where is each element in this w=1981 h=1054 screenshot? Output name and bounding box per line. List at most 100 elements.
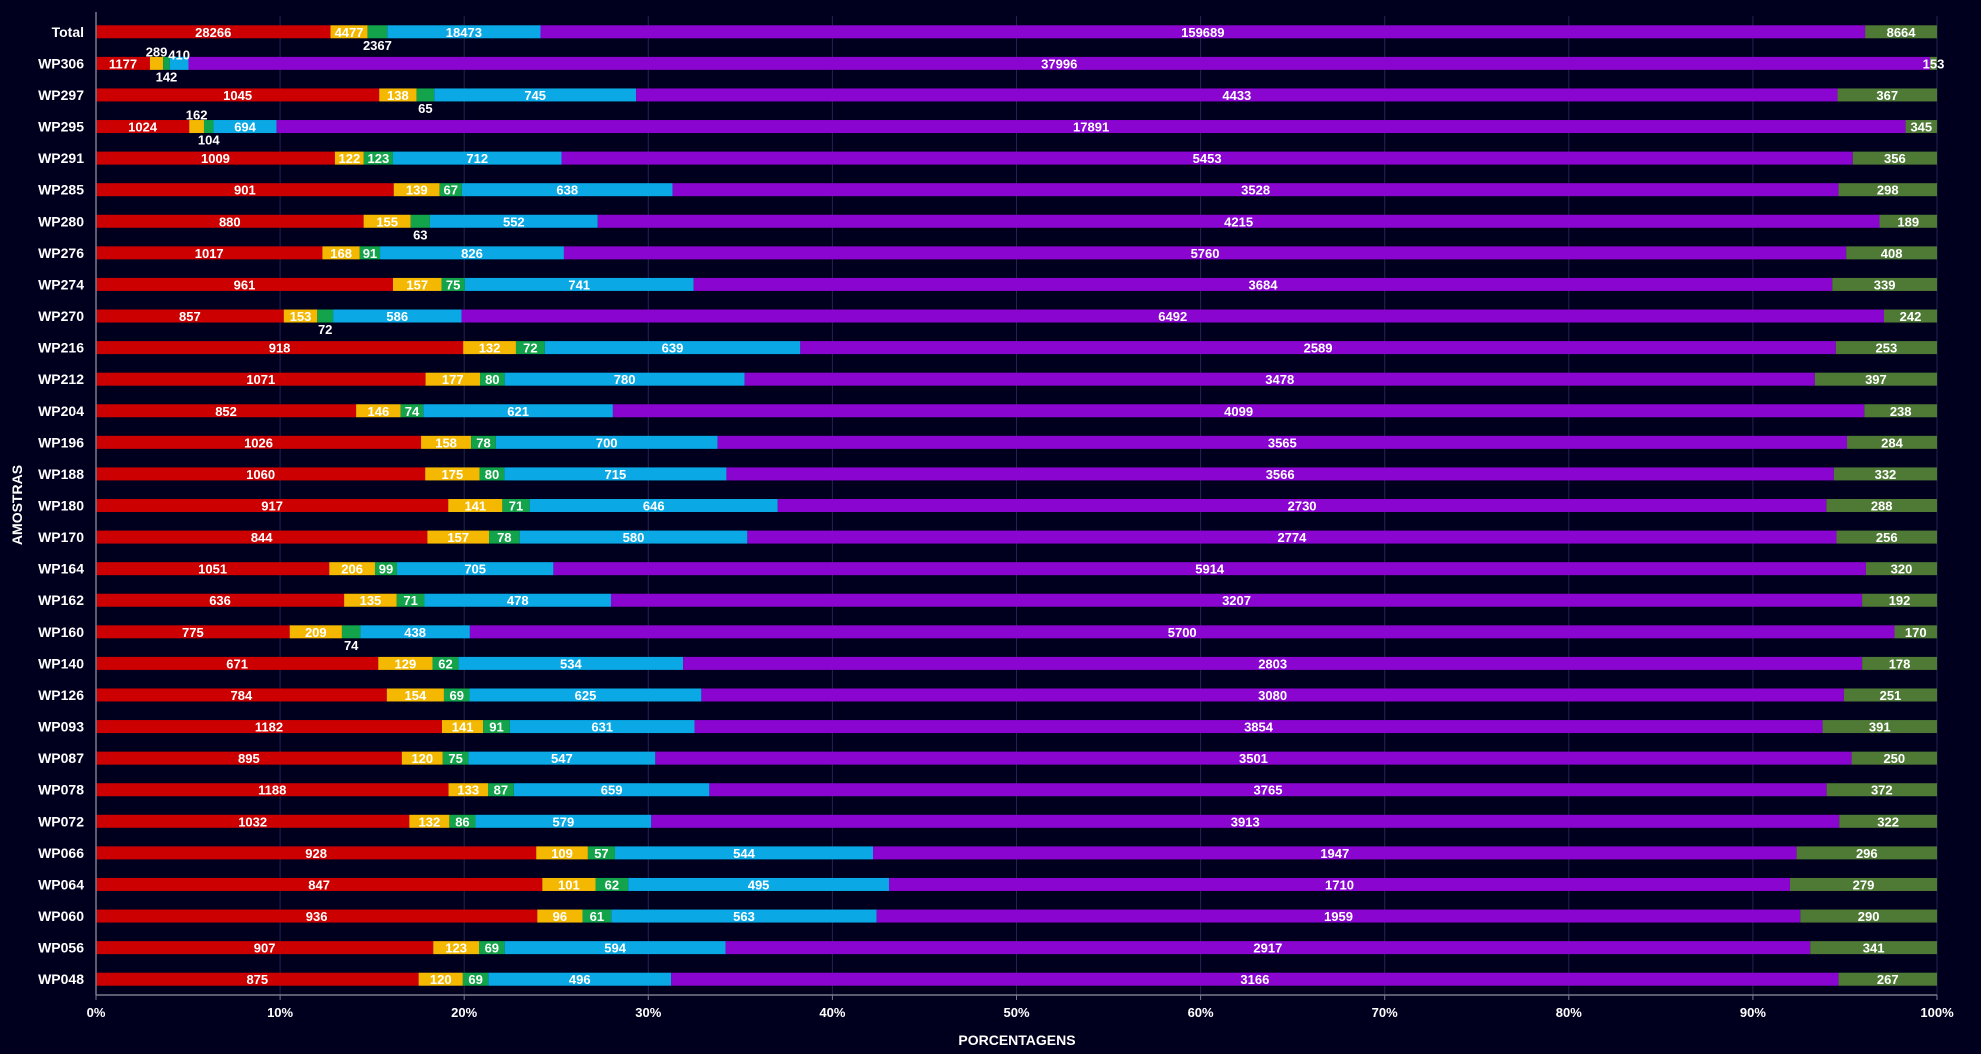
bar-segment	[96, 814, 410, 828]
bar-value-label: 192	[1889, 593, 1911, 608]
bar-segment	[1883, 309, 1937, 323]
bar-segment	[513, 783, 710, 797]
bar-segment	[448, 783, 488, 797]
bar-segment	[96, 88, 380, 102]
bar-value-label: 253	[1876, 341, 1898, 356]
bar-segment	[553, 562, 1866, 576]
bar-segment	[694, 720, 1823, 734]
bar-segment	[96, 720, 442, 734]
y-tick-label: WP180	[38, 498, 84, 514]
bar-value-label: 142	[156, 69, 178, 84]
bar-value-label: 178	[1889, 656, 1911, 671]
bar-value-label: 852	[215, 404, 237, 419]
bar-segment	[612, 404, 1865, 418]
bar-value-label: 552	[503, 214, 525, 229]
bar-segment	[717, 435, 1848, 449]
bar-segment	[448, 499, 503, 512]
bar-value-label: 1045	[223, 88, 252, 103]
bar-value-label: 625	[575, 688, 597, 703]
x-tick-label: 50%	[1003, 1005, 1029, 1020]
bar-segment	[1847, 435, 1937, 449]
bar-value-label: 901	[234, 183, 256, 198]
bar-value-label: 109	[551, 846, 573, 861]
bar-segment	[203, 120, 214, 134]
bar-segment	[563, 246, 1847, 260]
bar-value-label: 917	[261, 499, 283, 514]
bar-value-label: 332	[1875, 467, 1897, 482]
bar-segment	[289, 625, 342, 639]
bar-value-label: 62	[438, 656, 452, 671]
bar-value-label: 745	[524, 88, 546, 103]
bar-segment	[96, 846, 537, 860]
bar-value-label: 5700	[1168, 625, 1197, 640]
bar-value-label: 132	[479, 341, 501, 356]
bar-segment	[1789, 877, 1937, 891]
bar-value-label: 705	[464, 562, 486, 577]
bar-segment	[1879, 214, 1937, 228]
bar-value-label: 408	[1881, 246, 1903, 261]
bar-segment	[1894, 625, 1937, 639]
bar-segment	[330, 25, 368, 39]
bar-segment	[1796, 846, 1937, 860]
bar-segment	[1835, 341, 1937, 355]
y-tick-label: WP196	[38, 434, 84, 450]
bar-segment	[418, 972, 463, 986]
bar-value-label: 5914	[1195, 562, 1225, 577]
bar-segment	[1832, 277, 1937, 291]
bar-value-label: 646	[643, 499, 665, 514]
bar-value-label: 146	[368, 404, 390, 419]
bar-segment	[334, 151, 364, 165]
bar-value-label: 72	[318, 322, 332, 337]
bar-segment	[1905, 120, 1937, 134]
bar-value-label: 71	[403, 593, 417, 608]
bar-value-label: 339	[1874, 277, 1896, 292]
bar-segment	[96, 941, 434, 955]
bar-segment	[96, 783, 449, 797]
bar-segment	[424, 593, 611, 607]
bar-segment	[96, 309, 284, 323]
bar-segment	[96, 499, 449, 512]
y-tick-label: WP270	[38, 308, 84, 324]
y-tick-label: WP280	[38, 213, 84, 229]
x-axis-title: PORCENTAGENS	[958, 1032, 1075, 1048]
bar-segment	[96, 214, 364, 228]
bar-value-label: 372	[1871, 783, 1893, 798]
bar-value-label: 671	[226, 656, 248, 671]
bar-segment	[96, 467, 426, 481]
bar-segment	[421, 435, 472, 449]
bar-value-label: 133	[457, 783, 479, 798]
bars	[96, 25, 1937, 986]
bar-value-label: 296	[1856, 846, 1878, 861]
bar-value-label: 177	[442, 372, 464, 387]
bar-segment	[489, 530, 520, 544]
bar-value-label: 775	[182, 625, 204, 640]
bar-value-label: 129	[395, 656, 417, 671]
bar-segment	[1839, 814, 1937, 828]
y-tick-label: WP048	[38, 971, 84, 987]
bar-segment	[471, 435, 496, 449]
bar-value-label: 154	[405, 688, 427, 703]
bar-segment	[709, 783, 1827, 797]
bar-value-label: 621	[507, 404, 529, 419]
bar-value-label: 250	[1883, 751, 1905, 766]
bar-value-label: 289	[146, 44, 168, 59]
bar-value-label: 69	[468, 972, 482, 987]
bar-segment	[628, 877, 889, 891]
bar-value-label: 3854	[1244, 720, 1274, 735]
bar-segment	[393, 183, 440, 197]
bar-value-label: 75	[448, 751, 462, 766]
bar-segment	[1822, 720, 1937, 734]
bar-segment	[378, 656, 433, 670]
bar-segment	[96, 435, 422, 449]
bar-value-label: 80	[485, 372, 499, 387]
bar-value-label: 961	[234, 277, 256, 292]
bar-segment	[1929, 56, 1937, 70]
x-tick-label: 10%	[267, 1005, 293, 1020]
bar-segment	[504, 372, 745, 386]
y-tick-label: WP216	[38, 340, 84, 356]
bar-segment	[363, 214, 411, 228]
bar-value-label: 580	[623, 530, 645, 545]
bar-value-label: 356	[1884, 151, 1906, 166]
bar-segment	[671, 972, 1839, 986]
